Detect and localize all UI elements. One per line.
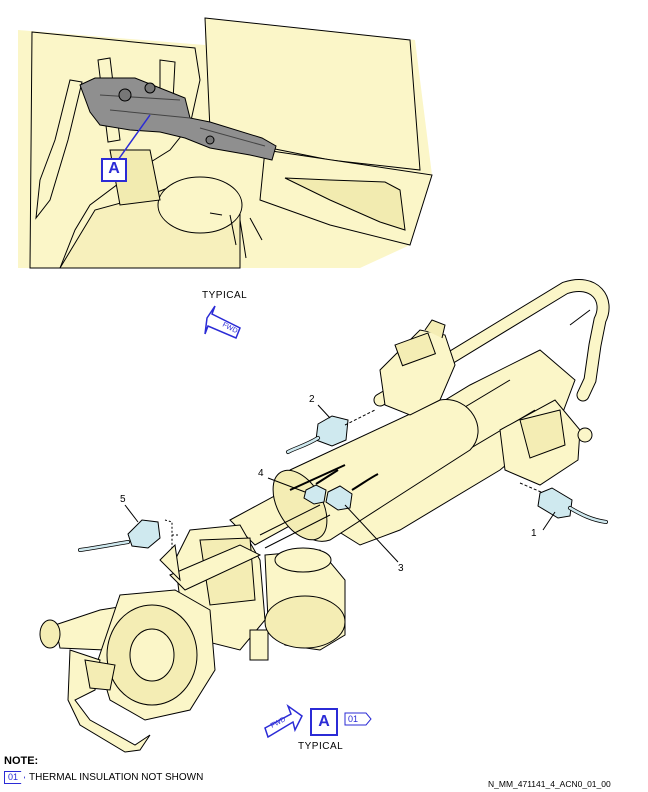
part-4-connector (267, 469, 339, 505)
locator-view (18, 17, 433, 269)
callout-4: 4 (258, 468, 264, 479)
part-5-sensor (78, 504, 178, 552)
part-3-connector (325, 473, 399, 563)
callout-5: 5 (120, 494, 126, 505)
detail-a-bottom: A (310, 708, 338, 736)
fwd-arrow-bottom: FWD (264, 703, 303, 739)
typical-label-bottom: TYPICAL (298, 741, 344, 752)
part-1-sensor (519, 482, 608, 531)
note-tag-shape (344, 712, 372, 726)
note-title: NOTE: (4, 755, 39, 767)
part-2-sensor (286, 404, 376, 454)
note-line: 01 THERMAL INSULATION NOT SHOWN (4, 771, 203, 784)
figure-reference: N_MM_471141_4_ACN0_01_00 (488, 779, 611, 789)
callout-1: 1 (531, 528, 537, 539)
detail-a-top: A (101, 158, 127, 182)
note-text: THERMAL INSULATION NOT SHOWN (29, 772, 204, 783)
detail-note-tag: 01 (348, 714, 358, 724)
callout-2: 2 (309, 394, 315, 405)
callout-3: 3 (398, 563, 404, 574)
exploded-view (39, 279, 610, 753)
typical-label-top: TYPICAL (202, 290, 248, 301)
note-tag: 01 (4, 771, 26, 784)
fwd-arrow-top: FWD (204, 305, 241, 339)
